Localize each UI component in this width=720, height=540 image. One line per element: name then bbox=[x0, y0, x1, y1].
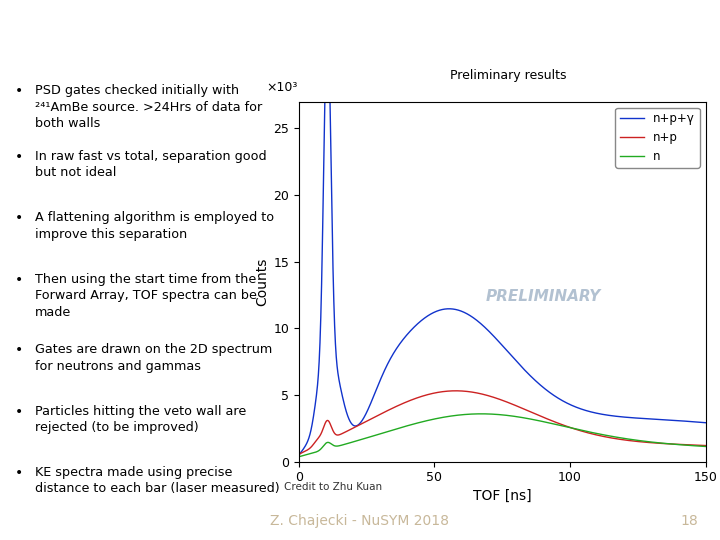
n+p+γ bbox=[476, 320, 485, 326]
X-axis label: TOF [ns]: TOF [ns] bbox=[473, 489, 531, 503]
n bbox=[343, 441, 351, 447]
Text: Z. Chajecki - NuSYM 2018: Z. Chajecki - NuSYM 2018 bbox=[271, 514, 449, 528]
n+p bbox=[451, 388, 460, 394]
n+p bbox=[294, 451, 303, 457]
n+p+γ bbox=[323, 11, 332, 18]
Text: Particles hitting the veto wall are
rejected (to be improved): Particles hitting the veto wall are reje… bbox=[35, 404, 246, 434]
n+p bbox=[343, 428, 351, 435]
Line: n+p+γ: n+p+γ bbox=[299, 15, 706, 455]
Text: Then using the start time from the
Forward Array, TOF spectra can be
made: Then using the start time from the Forwa… bbox=[35, 273, 256, 319]
n+p+γ bbox=[326, 130, 335, 136]
Text: KE spectra made using precise
distance to each bar (laser measured): KE spectra made using precise distance t… bbox=[35, 466, 279, 496]
Text: •: • bbox=[14, 150, 22, 164]
Text: •: • bbox=[14, 211, 22, 225]
Text: •: • bbox=[14, 343, 22, 357]
Text: •: • bbox=[14, 466, 22, 480]
n+p bbox=[326, 421, 335, 427]
n bbox=[483, 411, 492, 417]
n+p+γ bbox=[701, 420, 710, 426]
n bbox=[294, 454, 303, 460]
Text: •: • bbox=[14, 84, 22, 98]
Text: ×10³: ×10³ bbox=[266, 82, 297, 94]
n+p bbox=[476, 390, 485, 397]
n bbox=[475, 410, 484, 417]
Text: Gates are drawn on the 2D spectrum
for neutrons and gammas: Gates are drawn on the 2D spectrum for n… bbox=[35, 343, 272, 373]
Y-axis label: Counts: Counts bbox=[255, 258, 269, 306]
n bbox=[701, 443, 710, 450]
Line: n+p: n+p bbox=[299, 391, 706, 454]
n bbox=[326, 440, 335, 447]
Text: •: • bbox=[14, 404, 22, 418]
n+p bbox=[701, 442, 710, 449]
n+p+γ bbox=[526, 373, 535, 379]
n bbox=[467, 411, 476, 417]
Text: In raw fast vs total, separation good
but not ideal: In raw fast vs total, separation good bu… bbox=[35, 150, 266, 179]
Text: A flattening algorithm is employed to
improve this separation: A flattening algorithm is employed to im… bbox=[35, 211, 274, 241]
n+p+γ bbox=[343, 411, 351, 417]
Text: Analysis:  Neutron  Walls: Analysis: Neutron Walls bbox=[145, 17, 575, 45]
n+p bbox=[467, 389, 476, 395]
Text: •: • bbox=[14, 273, 22, 287]
Text: Preliminary results: Preliminary results bbox=[450, 69, 567, 82]
Text: Credit to Zhu Kuan: Credit to Zhu Kuan bbox=[284, 482, 382, 492]
Legend: n+p+γ, n+p, n: n+p+γ, n+p, n bbox=[616, 107, 700, 168]
Text: PRELIMINARY: PRELIMINARY bbox=[485, 288, 600, 303]
n+p+γ bbox=[483, 327, 492, 333]
Text: PSD gates checked initially with
²⁴¹AmBe source. >24Hrs of data for
both walls: PSD gates checked initially with ²⁴¹AmBe… bbox=[35, 84, 262, 130]
Line: n: n bbox=[299, 414, 706, 457]
n bbox=[477, 410, 485, 417]
n+p+γ bbox=[294, 452, 303, 458]
n+p+γ bbox=[467, 313, 476, 320]
Text: 18: 18 bbox=[680, 514, 698, 528]
n bbox=[526, 416, 535, 422]
n+p bbox=[483, 392, 492, 399]
n+p bbox=[526, 409, 535, 415]
